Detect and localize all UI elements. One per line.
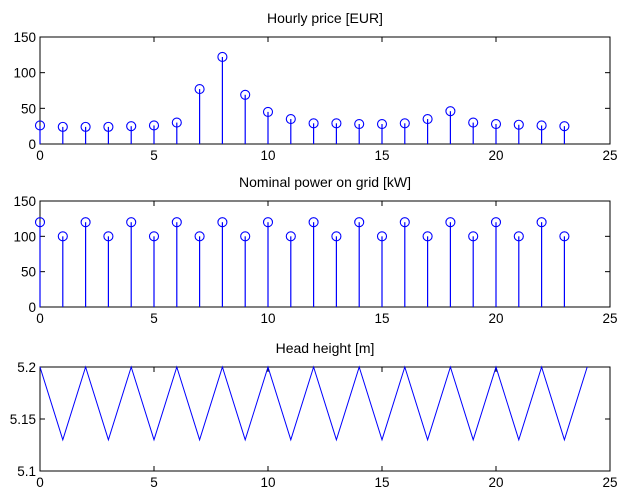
hourly-price-stem-marker bbox=[559, 121, 570, 132]
nominal-power-x-tick-label: 20 bbox=[488, 311, 503, 326]
hourly-price-stem-marker bbox=[148, 120, 160, 131]
hourly-price-stem-marker bbox=[445, 106, 456, 117]
nominal-power-stem-marker bbox=[194, 231, 205, 242]
hourly-price-x-tick-label: 20 bbox=[488, 148, 503, 163]
hourly-price-stem-marker bbox=[217, 51, 228, 63]
nominal-power-stem-marker bbox=[399, 217, 410, 228]
hourly-price-y-tick-label: 50 bbox=[21, 101, 36, 116]
nominal-power-stem-marker bbox=[126, 217, 137, 228]
nominal-power-x-tick-label: 10 bbox=[260, 311, 275, 326]
nominal-power-stem-marker bbox=[354, 217, 365, 228]
head-height-x-tick-label: 10 bbox=[260, 475, 275, 490]
head-height-x-tick-label: 15 bbox=[374, 475, 389, 490]
nominal-power-stem-marker bbox=[422, 231, 433, 242]
nominal-power-stem-marker bbox=[559, 231, 570, 242]
head-height-x-tick-label: 0 bbox=[36, 475, 44, 490]
hourly-price-x-tick-label: 15 bbox=[374, 148, 389, 163]
head-height-y-tick-label: 5.15 bbox=[10, 412, 36, 427]
head-height-panel: Head height [m] 0 5 10 15 20 25 5.1 5.15 5.2 bbox=[10, 340, 618, 490]
hourly-price-stem-marker bbox=[80, 121, 91, 132]
hourly-price-y-tick-label: 150 bbox=[13, 30, 36, 45]
hourly-price-y-tick-label: 0 bbox=[28, 137, 36, 152]
hourly-price-stem-marker bbox=[490, 118, 502, 130]
hourly-price-stem-marker bbox=[126, 121, 137, 132]
nominal-power-stem-marker bbox=[513, 231, 524, 242]
hourly-price-stem-marker bbox=[57, 121, 68, 132]
head-height-x-tick-label: 5 bbox=[150, 475, 158, 490]
head-height-y-tick-label: 5.2 bbox=[17, 360, 36, 375]
hourly-price-x-tick-label: 25 bbox=[602, 148, 617, 163]
hourly-price-stem-marker bbox=[194, 84, 205, 95]
hourly-price-stem-marker bbox=[422, 113, 433, 125]
nominal-power-stem-marker bbox=[285, 231, 296, 242]
hourly-price-stem-marker bbox=[331, 118, 342, 129]
hourly-price-stem-marker bbox=[399, 118, 410, 129]
nominal-power-x-tick-label: 15 bbox=[374, 311, 389, 326]
hourly-price-stem-marker bbox=[536, 120, 547, 131]
hourly-price-stem-marker bbox=[468, 117, 479, 128]
nominal-power-stem-marker bbox=[445, 217, 456, 228]
nominal-power-stem-marker bbox=[468, 231, 479, 242]
nominal-power-stem-marker bbox=[536, 217, 547, 228]
nominal-power-y-tick-label: 100 bbox=[13, 229, 36, 244]
nominal-power-stem-marker bbox=[171, 217, 182, 228]
nominal-power-panel: Nominal power on grid [kW] 0 5 10 15 20 25 0 50 1… bbox=[13, 174, 617, 326]
head-height-x-tick-label: 25 bbox=[602, 475, 617, 490]
nominal-power-stem-marker bbox=[217, 217, 228, 228]
hourly-price-stem-marker bbox=[103, 121, 114, 132]
nominal-power-y-tick-label: 50 bbox=[21, 265, 36, 280]
nominal-power-stem-marker bbox=[80, 217, 91, 228]
hourly-price-stem-marker bbox=[513, 119, 524, 130]
hourly-price-stem-marker bbox=[285, 113, 296, 125]
nominal-power-stem-marker bbox=[376, 231, 388, 242]
nominal-power-title: Nominal power on grid [kW] bbox=[239, 174, 411, 190]
nominal-power-axes-frame bbox=[39, 200, 611, 308]
hourly-price-x-tick-label: 5 bbox=[150, 148, 158, 163]
head-height-x-tick-label: 20 bbox=[488, 475, 503, 490]
hourly-price-stem-marker bbox=[376, 118, 388, 130]
hourly-price-stem-marker bbox=[171, 117, 182, 128]
nominal-power-stem-marker bbox=[103, 231, 114, 242]
hourly-price-x-tick-label: 0 bbox=[36, 148, 44, 163]
head-height-axes-frame bbox=[39, 366, 611, 472]
hourly-price-title: Hourly price [EUR] bbox=[267, 10, 383, 26]
hourly-price-panel: Hourly price [EUR] 0 5 10 15 20 25 0 50 100 150 bbox=[13, 10, 617, 163]
head-height-series-line bbox=[39, 365, 588, 442]
nominal-power-x-tick-label: 0 bbox=[36, 311, 44, 326]
nominal-power-stem-marker bbox=[490, 217, 502, 228]
nominal-power-x-tick-label: 25 bbox=[602, 311, 617, 326]
hourly-price-stem-marker bbox=[354, 118, 365, 130]
hourly-price-stem-marker bbox=[240, 89, 251, 100]
hourly-price-stem-marker bbox=[34, 120, 46, 131]
nominal-power-stem-marker bbox=[57, 231, 68, 242]
head-height-y-tick-label: 5.1 bbox=[17, 464, 36, 479]
nominal-power-x-tick-label: 5 bbox=[150, 311, 158, 326]
nominal-power-stem-marker bbox=[148, 231, 160, 242]
hourly-price-stem-marker bbox=[308, 118, 319, 129]
nominal-power-y-tick-label: 0 bbox=[28, 300, 36, 315]
hourly-price-y-tick-label: 100 bbox=[13, 66, 36, 81]
hourly-price-x-tick-label: 10 bbox=[260, 148, 275, 163]
nominal-power-stem-marker bbox=[262, 217, 274, 228]
nominal-power-stem-marker bbox=[331, 231, 342, 242]
nominal-power-stem-marker bbox=[308, 217, 319, 228]
hourly-price-stem-marker bbox=[262, 106, 274, 117]
nominal-power-y-tick-label: 150 bbox=[13, 194, 36, 209]
hourly-price-axes-frame bbox=[39, 36, 611, 145]
nominal-power-stem-marker bbox=[240, 231, 251, 242]
nominal-power-stem-marker bbox=[34, 217, 46, 228]
head-height-title: Head height [m] bbox=[276, 340, 375, 356]
